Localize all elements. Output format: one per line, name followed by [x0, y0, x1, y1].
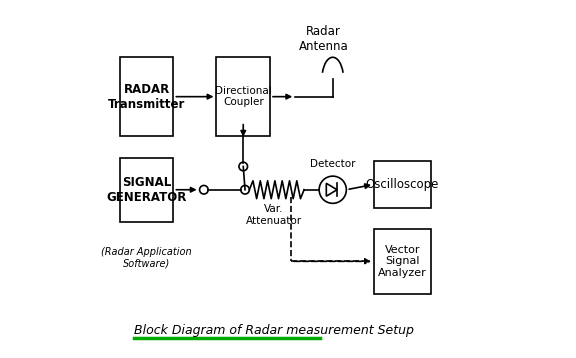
Text: SIGNAL
GENERATOR: SIGNAL GENERATOR	[107, 176, 187, 204]
Text: Radar
Antenna: Radar Antenna	[299, 25, 348, 53]
Text: Vector
Signal
Analyzer: Vector Signal Analyzer	[378, 245, 427, 278]
FancyBboxPatch shape	[120, 158, 173, 222]
Text: (Radar Application
Software): (Radar Application Software)	[101, 247, 192, 268]
Text: Detector: Detector	[310, 159, 355, 169]
Text: Oscilloscope: Oscilloscope	[366, 178, 439, 191]
FancyBboxPatch shape	[374, 229, 431, 294]
Text: Directional
Coupler: Directional Coupler	[215, 86, 272, 107]
FancyBboxPatch shape	[374, 161, 431, 208]
FancyBboxPatch shape	[120, 57, 173, 136]
Text: RADAR
Transmitter: RADAR Transmitter	[108, 83, 185, 111]
FancyBboxPatch shape	[217, 57, 270, 136]
Text: Block Diagram of Radar measurement Setup: Block Diagram of Radar measurement Setup	[134, 324, 414, 337]
Text: Var.
Attenuator: Var. Attenuator	[245, 204, 302, 226]
